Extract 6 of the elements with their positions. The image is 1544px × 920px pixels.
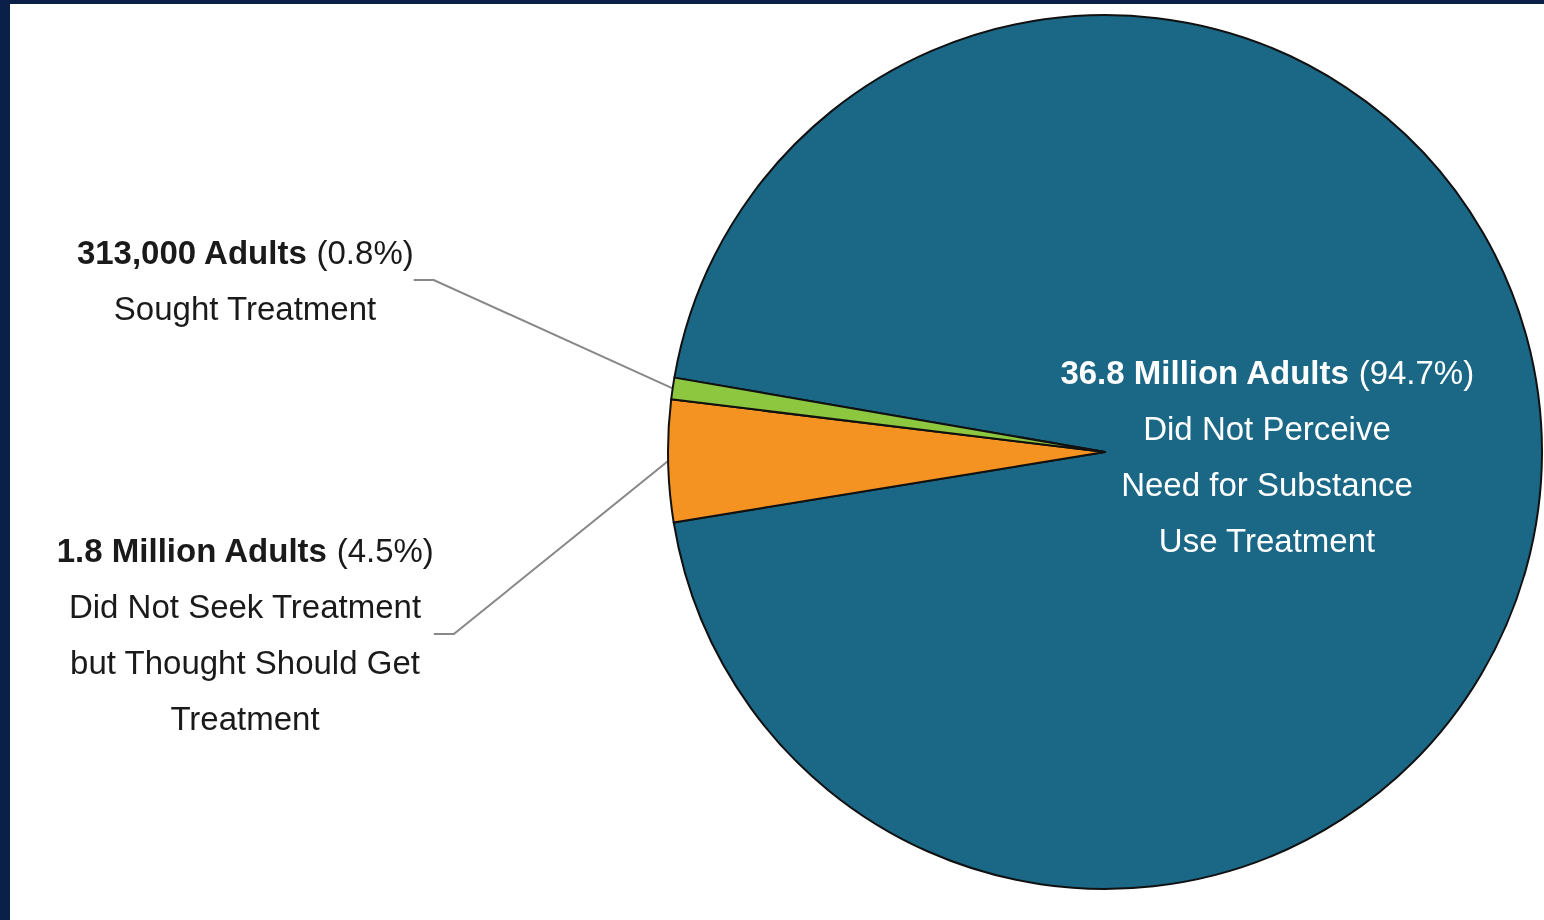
slice-label: Did Not Seek Treatment but Thought Should Get Treatment — [68, 587, 422, 737]
data-label: 1.8 Million Adults (4.5%) — [56, 531, 434, 569]
slice-label: Did Not Perceive Need for Substance Use Treatment — [1121, 409, 1413, 559]
data-label: 313,000 Adults (0.8%) — [76, 233, 414, 271]
data-label: 36.8 Million Adults (94.7%) — [1060, 353, 1475, 391]
slice-label: Sought Treatment — [113, 289, 377, 327]
